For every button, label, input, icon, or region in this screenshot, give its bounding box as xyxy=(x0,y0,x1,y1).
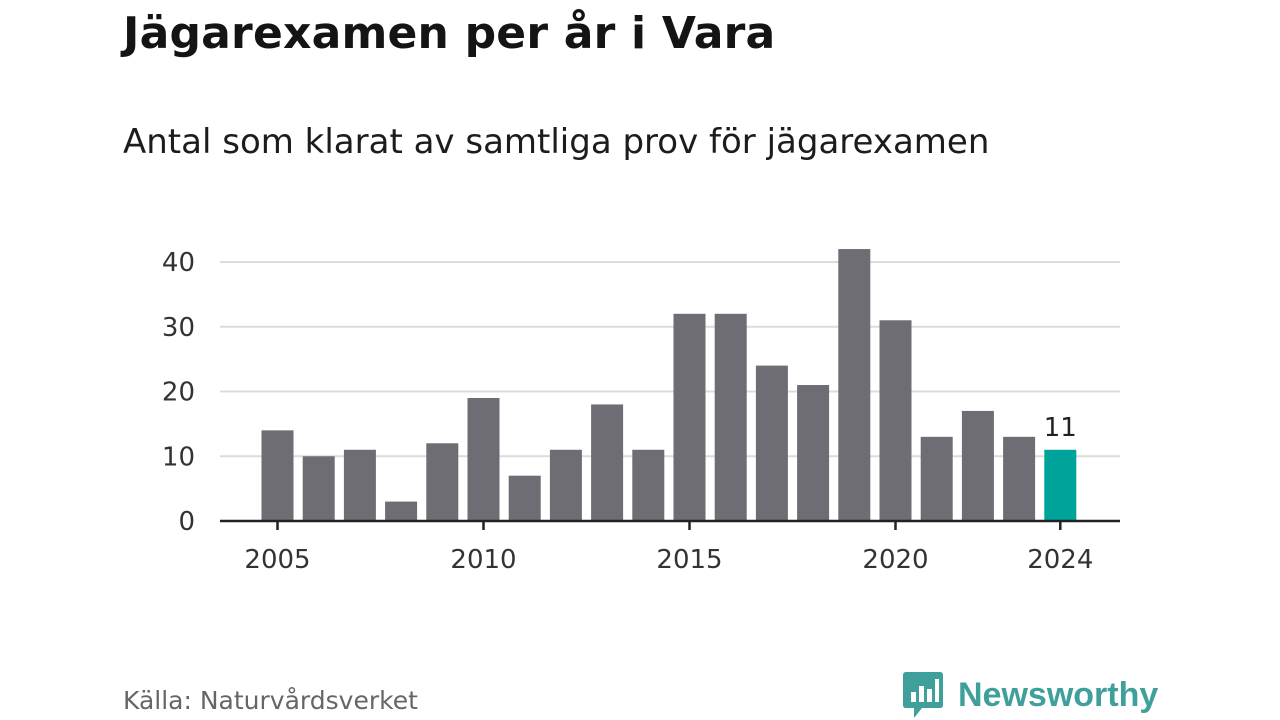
bar-2016 xyxy=(714,313,747,521)
bar-chart: 0 10 20 30 40 11 2005 2010 2015 2020 2024 xyxy=(162,248,1120,575)
y-tick-label: 10 xyxy=(162,442,195,472)
x-tick-label: 2024 xyxy=(1027,545,1093,575)
bar-2007 xyxy=(343,449,376,521)
bar-chart-speech-bubble-icon xyxy=(903,672,943,718)
x-tick-label: 2020 xyxy=(862,545,928,575)
y-tick-label: 30 xyxy=(162,313,195,343)
bar-2013 xyxy=(591,404,624,521)
x-tick-label: 2010 xyxy=(450,545,516,575)
source-note: Källa: Naturvårdsverket xyxy=(123,686,418,715)
bar-2009 xyxy=(426,443,459,521)
y-tick-label: 0 xyxy=(178,507,195,537)
bar-2008 xyxy=(385,501,418,521)
y-tick-label: 40 xyxy=(162,248,195,278)
bar-2021 xyxy=(920,436,953,521)
x-tick-label: 2005 xyxy=(244,545,310,575)
chart-title: Jägarexamen per år i Vara xyxy=(123,8,776,59)
bar-2014 xyxy=(632,449,665,521)
brand-name: Newsworthy xyxy=(958,675,1159,714)
bar-2024 xyxy=(1044,449,1077,521)
bar-2015 xyxy=(673,313,706,521)
bar-2019 xyxy=(838,249,871,522)
x-axis: 2005 2010 2015 2020 2024 xyxy=(220,519,1120,575)
bar-2006 xyxy=(302,456,335,521)
bar-2020 xyxy=(879,320,912,521)
bar-2012 xyxy=(549,449,582,521)
bar-2010 xyxy=(467,397,500,521)
data-label-2024: 11 xyxy=(1044,413,1077,443)
bars xyxy=(261,249,1077,522)
chart-subtitle: Antal som klarat av samtliga prov för jä… xyxy=(123,122,990,162)
bar-2022 xyxy=(961,410,994,521)
bar-2011 xyxy=(508,475,541,521)
bar-2005 xyxy=(261,430,294,521)
y-axis-ticks: 0 10 20 30 40 xyxy=(162,248,195,537)
bar-2017 xyxy=(755,365,788,521)
bar-2018 xyxy=(797,385,830,521)
y-tick-label: 20 xyxy=(162,378,195,408)
bar-2023 xyxy=(1003,436,1036,521)
x-tick-label: 2015 xyxy=(656,545,722,575)
newsworthy-logo[interactable]: Newsworthy xyxy=(902,670,1158,720)
data-labels: 11 xyxy=(1044,413,1077,443)
